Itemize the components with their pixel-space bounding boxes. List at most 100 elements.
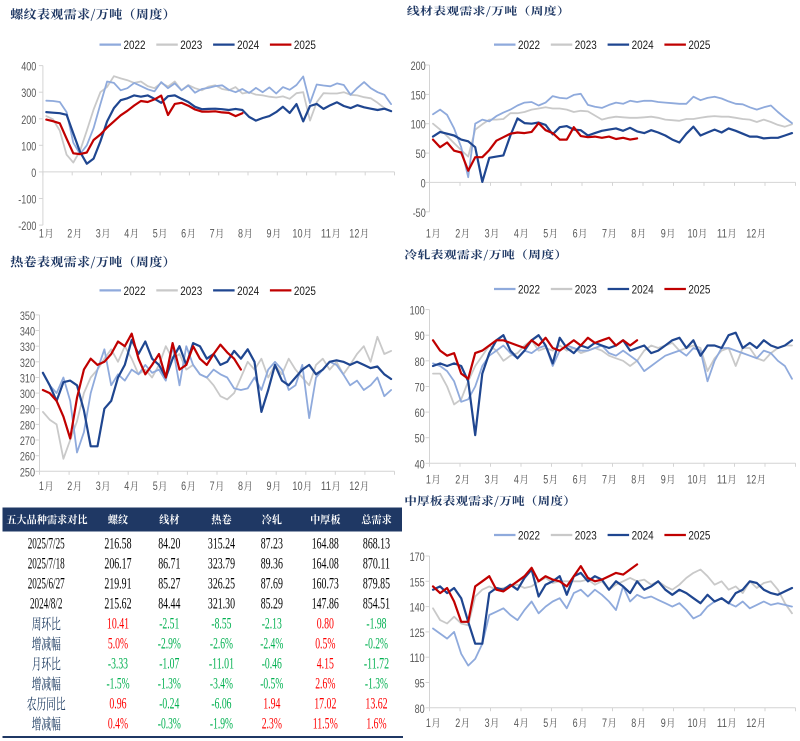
svg-text:170: 170 xyxy=(410,550,425,564)
svg-text:8: 8 xyxy=(238,226,243,240)
svg-text:310: 310 xyxy=(20,372,35,386)
svg-text:2024: 2024 xyxy=(632,38,654,52)
svg-text:1: 1 xyxy=(426,226,431,240)
svg-text:219.91: 219.91 xyxy=(104,576,131,593)
svg-text:2023: 2023 xyxy=(575,38,597,52)
svg-text:147.86: 147.86 xyxy=(312,596,339,613)
svg-text:84.44: 84.44 xyxy=(158,596,180,613)
svg-text:3: 3 xyxy=(485,472,490,486)
svg-text:-2.51: -2.51 xyxy=(159,616,179,633)
svg-text:340: 340 xyxy=(20,325,35,339)
svg-text:2.6%: 2.6% xyxy=(315,676,335,693)
svg-text:-1.5%: -1.5% xyxy=(107,676,130,693)
svg-text:-0.46: -0.46 xyxy=(262,656,282,673)
svg-text:4: 4 xyxy=(124,226,129,240)
svg-text:11: 11 xyxy=(717,472,727,486)
svg-text:0.80: 0.80 xyxy=(317,616,334,633)
svg-text:87.69: 87.69 xyxy=(261,576,283,593)
svg-text:10: 10 xyxy=(292,479,302,493)
svg-text:2: 2 xyxy=(67,479,72,493)
svg-text:-11.01: -11.01 xyxy=(209,656,234,673)
svg-text:5: 5 xyxy=(543,716,548,730)
svg-text:-3.33: -3.33 xyxy=(108,656,128,673)
svg-text:89.36: 89.36 xyxy=(261,556,283,573)
svg-text:-0.2%: -0.2% xyxy=(365,636,388,653)
svg-text:-1.3%: -1.3% xyxy=(365,676,388,693)
svg-text:2025/7/18: 2025/7/18 xyxy=(28,556,65,573)
svg-text:200: 200 xyxy=(21,113,36,127)
svg-text:8: 8 xyxy=(631,226,636,240)
svg-text:150: 150 xyxy=(411,88,426,102)
svg-text:2025: 2025 xyxy=(294,284,316,298)
svg-text:6: 6 xyxy=(573,226,578,240)
svg-text:95: 95 xyxy=(415,677,425,691)
svg-text:300: 300 xyxy=(21,86,36,100)
svg-text:854.51: 854.51 xyxy=(363,596,390,613)
svg-text:300: 300 xyxy=(20,387,35,401)
svg-text:12: 12 xyxy=(746,716,756,730)
svg-text:215.62: 215.62 xyxy=(104,596,131,613)
svg-text:0.96: 0.96 xyxy=(109,696,126,713)
svg-text:216.58: 216.58 xyxy=(104,536,131,553)
svg-text:10: 10 xyxy=(688,226,698,240)
svg-text:10: 10 xyxy=(688,472,698,486)
svg-text:2: 2 xyxy=(455,472,460,486)
svg-text:7: 7 xyxy=(210,479,215,493)
svg-text:-3.4%: -3.4% xyxy=(210,676,233,693)
svg-text:6: 6 xyxy=(573,472,578,486)
svg-text:5: 5 xyxy=(543,472,548,486)
svg-text:4.15: 4.15 xyxy=(317,656,334,673)
svg-text:-2.9%: -2.9% xyxy=(158,636,181,653)
svg-text:9: 9 xyxy=(267,226,272,240)
svg-text:-1.9%: -1.9% xyxy=(210,716,233,733)
svg-text:7: 7 xyxy=(210,226,215,240)
svg-text:2024: 2024 xyxy=(632,283,654,297)
svg-text:3: 3 xyxy=(485,716,490,730)
svg-text:-0.3%: -0.3% xyxy=(158,716,181,733)
svg-text:13.62: 13.62 xyxy=(365,696,387,713)
svg-text:12: 12 xyxy=(349,226,359,240)
svg-text:9: 9 xyxy=(661,226,666,240)
svg-text:100: 100 xyxy=(21,139,36,153)
svg-text:323.79: 323.79 xyxy=(208,556,235,573)
svg-text:12: 12 xyxy=(349,479,359,493)
svg-text:250: 250 xyxy=(20,465,35,479)
svg-text:6: 6 xyxy=(181,226,186,240)
svg-text:2022: 2022 xyxy=(124,38,146,52)
svg-text:70: 70 xyxy=(415,381,425,395)
svg-text:2.3%: 2.3% xyxy=(262,716,282,733)
svg-text:9: 9 xyxy=(267,479,272,493)
svg-text:8: 8 xyxy=(238,479,243,493)
svg-text:2024/8/2: 2024/8/2 xyxy=(30,596,62,613)
svg-text:3: 3 xyxy=(96,479,101,493)
svg-text:1: 1 xyxy=(39,226,44,240)
svg-text:40: 40 xyxy=(415,457,425,471)
svg-text:90: 90 xyxy=(415,329,425,343)
svg-text:-11.72: -11.72 xyxy=(364,656,389,673)
svg-text:2023: 2023 xyxy=(575,529,597,543)
svg-text:86.71: 86.71 xyxy=(158,556,180,573)
svg-text:4: 4 xyxy=(124,479,129,493)
svg-text:80: 80 xyxy=(415,355,425,369)
svg-text:7: 7 xyxy=(602,226,607,240)
svg-text:8: 8 xyxy=(631,472,636,486)
svg-text:4: 4 xyxy=(514,226,519,240)
svg-text:2025/6/27: 2025/6/27 xyxy=(28,576,65,593)
svg-text:3: 3 xyxy=(485,226,490,240)
svg-text:80: 80 xyxy=(415,702,425,716)
svg-text:2024: 2024 xyxy=(237,38,259,52)
svg-text:5: 5 xyxy=(153,226,158,240)
svg-text:1.6%: 1.6% xyxy=(366,716,386,733)
svg-text:-1.07: -1.07 xyxy=(159,656,179,673)
svg-text:6: 6 xyxy=(573,716,578,730)
svg-text:2023: 2023 xyxy=(180,38,202,52)
svg-text:4: 4 xyxy=(514,472,519,486)
svg-text:320: 320 xyxy=(20,356,35,370)
svg-text:-1.3%: -1.3% xyxy=(158,676,181,693)
svg-text:100: 100 xyxy=(410,304,425,318)
svg-text:5: 5 xyxy=(153,479,158,493)
svg-text:11: 11 xyxy=(717,226,727,240)
svg-text:6: 6 xyxy=(181,479,186,493)
svg-text:2025: 2025 xyxy=(688,529,710,543)
svg-text:400: 400 xyxy=(21,60,36,74)
